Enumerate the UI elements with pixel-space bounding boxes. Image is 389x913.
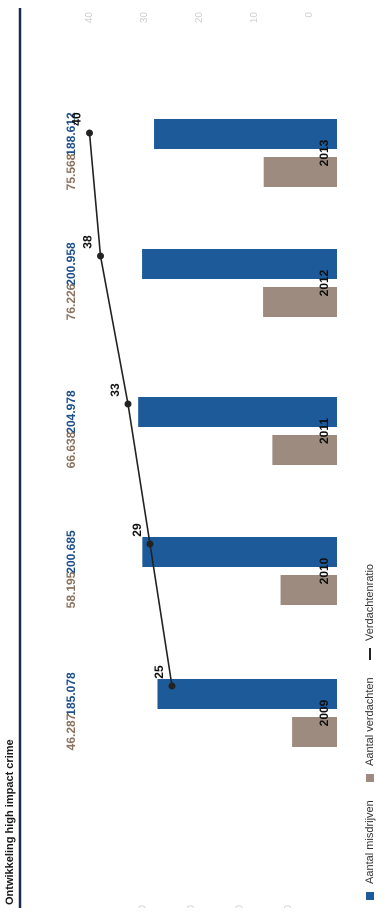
data-label-misdrijven: 185.078 <box>64 672 78 716</box>
ratio-point <box>124 400 132 408</box>
bar-verdachten <box>292 717 337 747</box>
x-axis-category-label: 2010 <box>317 557 331 584</box>
bar-verdachten <box>263 157 337 187</box>
x-axis-category-label: 2011 <box>317 418 331 444</box>
x-axis-category-label: 2009 <box>317 699 331 726</box>
bar-verdachten <box>272 435 337 465</box>
bar-misdrijven <box>154 119 337 149</box>
data-label-ratio: 29 <box>130 523 144 537</box>
legend-label-ratio: Verdachtenratio <box>364 564 376 641</box>
ratio-point <box>97 252 104 260</box>
data-label-misdrijven: 188.612 <box>64 112 78 156</box>
data-label-ratio: 40 <box>70 112 84 126</box>
data-label-verdachten: 58.195 <box>64 571 78 608</box>
ratio-point <box>146 540 154 548</box>
y-axis-right-tick: 20 <box>194 12 205 24</box>
data-label-verdachten: 75.568 <box>64 153 78 190</box>
data-label-misdrijven: 200.685 <box>64 530 78 574</box>
y-axis-left-tick: 200.000 <box>138 905 149 908</box>
data-label-misdrijven: 200.958 <box>64 242 78 286</box>
y-axis-right-tick: 30 <box>139 12 150 24</box>
data-label-ratio: 38 <box>81 235 95 249</box>
bar-verdachten <box>263 287 337 317</box>
data-label-verdachten: 46.287 <box>64 713 78 750</box>
bar-misdrijven <box>138 397 337 427</box>
bar-misdrijven <box>142 249 337 279</box>
x-axis-category-label: 2013 <box>317 139 331 166</box>
y-axis-right-tick: 10 <box>249 12 260 24</box>
y-axis-right-tick: 40 <box>84 12 95 24</box>
x-axis-category-label: 2012 <box>317 269 331 296</box>
bar-verdachten <box>280 575 337 605</box>
legend-label-verdachten: Aantal verdachten <box>364 677 376 766</box>
ratio-point <box>168 682 176 690</box>
bar-misdrijven <box>142 537 337 567</box>
y-axis-left-tick: 100.000 <box>235 905 246 908</box>
data-label-ratio: 25 <box>152 665 166 679</box>
legend-swatch-verdachten <box>366 774 374 782</box>
data-label-misdrijven: 204.978 <box>64 390 78 434</box>
data-label-ratio: 33 <box>108 383 122 397</box>
legend-label-misdrijven: Aantal misdrijven <box>364 800 376 884</box>
y-axis-left-tick: 150.000 <box>186 905 197 908</box>
bar-misdrijven <box>157 679 337 709</box>
legend-swatch-misdrijven <box>366 892 374 900</box>
data-label-verdachten: 66.638 <box>64 431 78 468</box>
ratio-point <box>86 129 93 137</box>
data-label-verdachten: 76.226 <box>64 283 78 320</box>
y-axis-right-tick: 0 <box>304 12 315 18</box>
y-axis-left-tick: 50.000 <box>283 905 294 908</box>
chart-title: Ontwikkeling high impact crime <box>4 739 16 905</box>
